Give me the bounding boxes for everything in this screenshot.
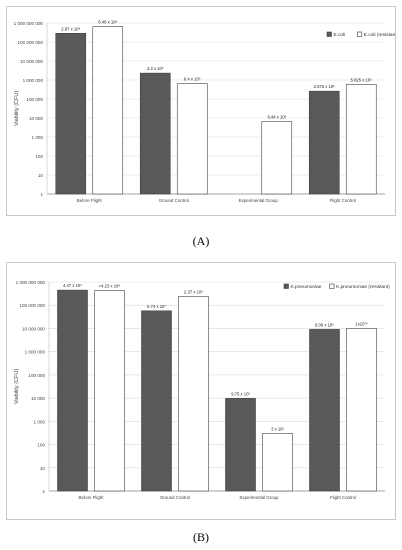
bar-value-label: 1x10⁷* [355,321,368,326]
y-tick-label: 1 000 000 [25,350,46,355]
bar-primary [141,310,172,492]
legend-label: K.pneumoniae (resistant) [336,284,390,290]
bar-primary [309,329,340,492]
y-tick-label: 10 [38,173,44,178]
y-tick-label: 10 000 000 [20,59,43,64]
bar-resistant [176,83,208,195]
x-tick-label: Ground Control [159,198,189,203]
bar-resistant [94,290,125,492]
bar-primary [57,289,88,492]
y-tick-label: 10 [40,466,46,471]
x-tick-label: Flight Control [330,495,356,500]
y-tick-label: 100 000 000 [19,303,45,308]
chart-a-svg: 1 10 100 1 000 10 000 100 000 1 000 000 10 000 … [14,20,395,203]
bar-value-label: 5.74 x 10⁷ [147,304,166,309]
y-tick-label: 1 000 [32,135,44,140]
legend-label: E.coli (resistant) [364,32,395,38]
bar-value-label: 9.08 x 10⁶ [315,322,334,327]
legend-swatch [329,283,335,289]
y-tick-label: 1 [42,489,45,494]
x-tick-label: Experimental Group [239,495,279,500]
bar-value-label: 4.47 x 10⁸ [63,283,82,288]
y-tick-label: 1 000 000 000 [16,280,46,285]
bar-value-label: 6.44 x 10³ [267,115,286,120]
y-tick-label: 1 000 [34,419,46,424]
bar-value-label: 2.37 x 10⁸ [184,290,203,295]
bar-value-label: 6.4 x 10⁵ [184,77,201,82]
y-tick-label: 10 000 [31,396,45,401]
bar-resistant [178,296,209,492]
legend-label: E.coli [334,32,346,38]
y-tick-label: 100 [35,154,43,159]
x-tick-label: Before Flight [79,495,105,500]
x-tick-label: Experimental Group [239,198,279,203]
y-tick-label: 100 000 [26,97,43,102]
legend-swatch [356,31,363,37]
bar-resistant [262,433,293,492]
bar-value-label: 5.825 x 10⁵ [351,77,373,82]
y-tick-label: 100 [37,443,45,448]
bar-value-label: 2.3 x 10⁶ [147,66,164,71]
y-tick-label: 1 [40,192,43,197]
x-tick-label: Flight Control [330,198,356,203]
y-axis-title: Viability (CFU) [14,369,20,405]
chart-b-svg: 1 10 100 1 000 10 000 100 000 1 000 000 10 000 … [14,280,390,500]
bar-primary [55,33,87,195]
caption-b: (B) [193,530,209,544]
bar-value-label: ≈4.23 x 10⁸ [99,284,121,289]
y-tick-label: 100 000 [28,373,45,378]
y-tick-label: 1 000 000 000 [14,21,44,26]
bar-resistant [345,84,377,195]
caption-a: (A) [192,234,210,248]
x-tick-label: Before Flight [77,198,103,203]
chart-panel-b: 1 10 100 1 000 10 000 100 000 1 000 000 10 000 … [6,262,396,520]
bar-resistant [346,328,377,492]
bar-value-label: 6.46 x 10⁸ [98,20,117,25]
y-tick-label: 1 000 000 [23,78,44,83]
bar-value-label: 2.87 x 10⁸ [61,26,80,31]
y-tick-label: 10 000 000 [22,326,45,331]
y-axis-title: Viability (CFU) [14,91,20,127]
bar-value-label: 3 x 10² [271,426,284,431]
chart-panel-a: 1 10 100 1 000 10 000 100 000 1 000 000 10 000 … [6,6,396,216]
y-tick-label: 10 000 [29,116,43,121]
y-tick-label: 100 000 000 [17,40,43,45]
bar-primary [225,398,256,492]
bar-value-label: 9.75 x 10³ [231,391,250,396]
bar-primary [139,72,171,195]
bar-value-label: 2.575 x 10⁵ [314,84,336,89]
bar-resistant [261,121,293,195]
legend-swatch [283,283,289,289]
legend-label: K.pneumoniae [291,284,322,290]
bar-primary [308,90,340,195]
bar-resistant [92,26,124,195]
x-tick-label: Ground Control [160,495,190,500]
legend-swatch [326,31,332,37]
